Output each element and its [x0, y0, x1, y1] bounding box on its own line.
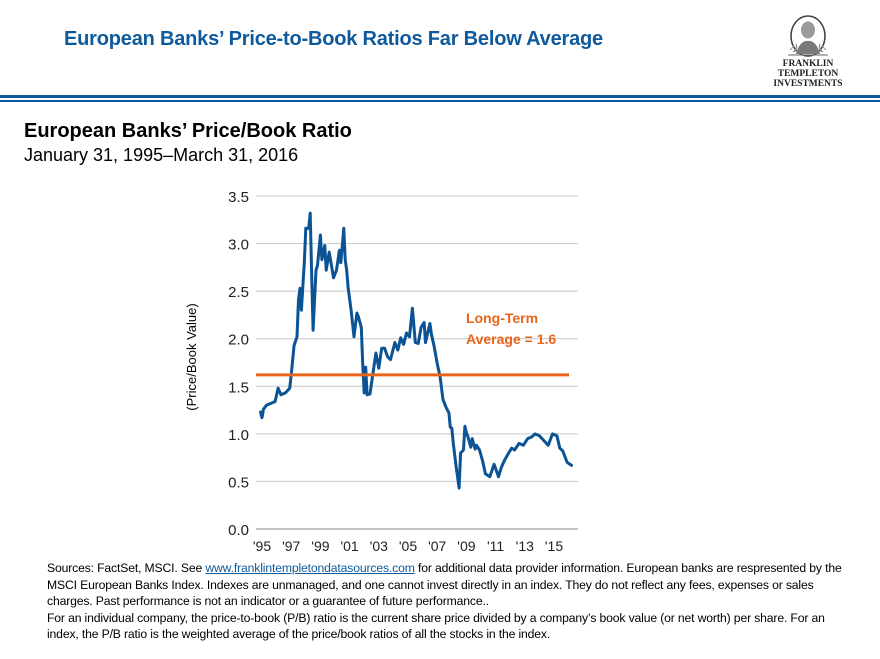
franklin-templeton-logo: FRANKLIN TEMPLETON INVESTMENTS	[758, 14, 858, 90]
pb-definition: For an individual company, the price-to-…	[47, 610, 825, 642]
average-annotation-line-2: Average = 1.6	[466, 331, 556, 347]
franklin-portrait-icon	[788, 15, 828, 57]
sources-suffix: for additional data provider information…	[47, 561, 842, 608]
y-axis-label: (Price/Book Value)	[184, 303, 199, 410]
x-tick-label: '03	[370, 538, 388, 554]
chart: 0.0 0.5 1.0 1.5 2.0 2.5 3.0 3.5 '95 '97 '99 '01 '03…	[184, 189, 578, 554]
x-tick-label: '07	[428, 538, 446, 554]
y-tick-label: 1.5	[228, 379, 249, 396]
x-tick-label: '97	[282, 538, 300, 554]
gridlines	[256, 195, 578, 482]
x-tick-label: '95	[253, 538, 271, 554]
x-tick-label: '09	[457, 538, 475, 554]
x-tick-label: '01	[340, 538, 358, 554]
logo-line-1: FRANKLIN TEMPLETON	[777, 59, 839, 79]
footnote: Sources: FactSet, MSCI. See www.franklin…	[47, 560, 847, 643]
x-tick-label: '13	[516, 538, 534, 554]
sources-prefix: Sources: FactSet, MSCI. See	[47, 561, 206, 575]
x-tick-labels: '95 '97 '99 '01 '03 '05 '07 '09 '11 '13 '15	[253, 538, 563, 554]
y-tick-label: 1.0	[228, 427, 249, 444]
series-line	[259, 211, 573, 490]
y-tick-label: 2.5	[228, 284, 249, 301]
chart-subtitle: January 31, 1995–March 31, 2016	[24, 145, 299, 165]
page-title: European Banks’ Price-to-Book Ratios Far…	[64, 28, 603, 50]
x-tick-label: '99	[311, 538, 329, 554]
y-tick-label: 0.0	[228, 522, 249, 539]
header-divider-top	[0, 95, 880, 98]
x-tick-label: '05	[399, 538, 417, 554]
header-divider-bottom	[0, 100, 880, 102]
y-tick-label: 3.0	[228, 237, 249, 254]
average-annotation-line-1: Long-Term	[466, 310, 538, 326]
y-tick-label: 0.5	[228, 474, 249, 491]
x-tick-label: '15	[545, 538, 563, 554]
data-sources-link[interactable]: www.franklintempletondatasources.com	[205, 561, 415, 575]
chart-title: European Banks’ Price/Book Ratio	[24, 120, 352, 142]
logo-line-2: INVESTMENTS	[773, 79, 843, 89]
sources-note: Sources: FactSet, MSCI. See www.franklin…	[47, 560, 847, 610]
y-tick-labels: 0.0 0.5 1.0 1.5 2.0 2.5 3.0 3.5	[228, 189, 249, 539]
x-tick-label: '11	[487, 538, 504, 554]
y-tick-label: 2.0	[228, 332, 249, 349]
y-tick-label: 3.5	[228, 189, 249, 206]
